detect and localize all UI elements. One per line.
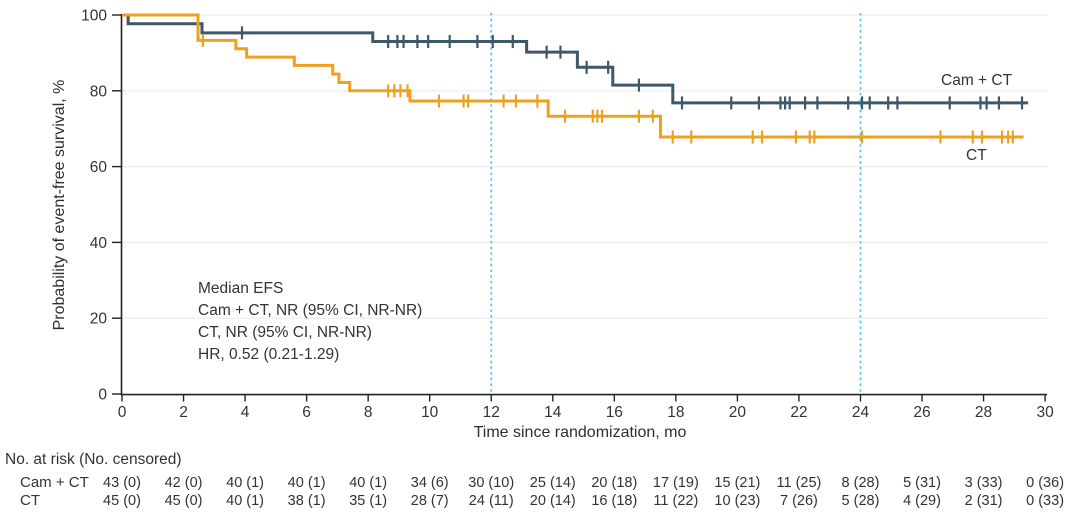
risk-value: 34 (6) bbox=[411, 475, 449, 491]
risk-value: 40 (1) bbox=[226, 493, 264, 509]
y-tick-label: 40 bbox=[90, 235, 108, 252]
median-efs-annotation: Median EFS Cam + CT, NR (95% CI, NR-NR) … bbox=[198, 280, 422, 363]
y-axis-title: Probability of event-free survival, % bbox=[51, 80, 68, 331]
risk-value: 45 (0) bbox=[165, 493, 203, 509]
survival-curves bbox=[122, 13, 1029, 144]
risk-value: 3 (33) bbox=[965, 475, 1003, 491]
risk-value: 11 (22) bbox=[653, 493, 698, 509]
risk-value: 24 (11) bbox=[469, 493, 514, 509]
risk-value: 5 (28) bbox=[842, 493, 880, 509]
x-tick-label: 22 bbox=[790, 404, 807, 421]
risk-value: 17 (19) bbox=[653, 475, 699, 491]
risk-table-header: No. at risk (No. censored) bbox=[5, 451, 182, 468]
risk-value: 5 (31) bbox=[903, 475, 941, 491]
x-tick-label: 28 bbox=[975, 404, 992, 421]
annotation-line-ct: CT, NR (95% CI, NR-NR) bbox=[198, 324, 372, 341]
risk-value: 40 (1) bbox=[226, 475, 264, 491]
risk-value: 10 (23) bbox=[714, 493, 760, 509]
risk-value: 43 (0) bbox=[103, 475, 141, 491]
series-label-ct: CT bbox=[966, 147, 987, 164]
risk-value: 20 (18) bbox=[591, 475, 637, 491]
risk-row-label-cam-ct: Cam + CT bbox=[20, 474, 89, 491]
x-tick-label: 16 bbox=[606, 404, 623, 421]
risk-value: 20 (14) bbox=[530, 493, 576, 509]
risk-value: 28 (7) bbox=[411, 493, 449, 509]
km-curve-cam-ct bbox=[122, 13, 1029, 105]
risk-value: 42 (0) bbox=[165, 475, 203, 491]
risk-value: 30 (10) bbox=[468, 475, 514, 491]
x-tick-label: 8 bbox=[364, 404, 373, 421]
risk-row-label-ct: CT bbox=[20, 492, 40, 509]
y-tick-label: 20 bbox=[90, 311, 108, 328]
annotation-line-cam-ct: Cam + CT, NR (95% CI, NR-NR) bbox=[198, 302, 422, 319]
risk-value: 0 (36) bbox=[1026, 475, 1064, 491]
x-tick-label: 20 bbox=[729, 404, 747, 421]
axes bbox=[112, 14, 1047, 402]
y-tick-label: 100 bbox=[81, 8, 107, 25]
x-tick-label: 0 bbox=[118, 404, 127, 421]
risk-table: No. at risk (No. censored) Cam + CT CT 4… bbox=[5, 451, 1064, 509]
km-curve-ct bbox=[122, 13, 1024, 139]
y-tick-label: 80 bbox=[90, 83, 108, 100]
gridlines bbox=[121, 14, 1047, 319]
risk-value: 11 (25) bbox=[777, 475, 822, 491]
x-tick-label: 26 bbox=[913, 404, 930, 421]
risk-value: 16 (18) bbox=[591, 493, 637, 509]
risk-value: 8 (28) bbox=[842, 475, 880, 491]
x-tick-label: 10 bbox=[421, 404, 439, 421]
x-tick-label: 18 bbox=[667, 404, 684, 421]
x-tick-label: 24 bbox=[852, 404, 870, 421]
risk-value: 0 (33) bbox=[1026, 493, 1064, 509]
risk-value: 38 (1) bbox=[288, 493, 326, 509]
x-tick-label: 30 bbox=[1036, 404, 1054, 421]
risk-value: 45 (0) bbox=[103, 493, 141, 509]
risk-value: 2 (31) bbox=[965, 493, 1003, 509]
annotation-line-median-efs: Median EFS bbox=[198, 280, 283, 297]
risk-value: 40 (1) bbox=[349, 475, 387, 491]
x-tick-label: 4 bbox=[241, 404, 250, 421]
series-label-cam-ct: Cam + CT bbox=[941, 72, 1013, 89]
x-tick-label: 12 bbox=[483, 404, 500, 421]
x-tick-label: 2 bbox=[179, 404, 188, 421]
reference-lines bbox=[490, 13, 862, 394]
y-tick-label: 0 bbox=[98, 387, 107, 404]
risk-value: 4 (29) bbox=[903, 493, 941, 509]
y-tick-label: 60 bbox=[90, 159, 108, 176]
risk-value: 25 (14) bbox=[530, 475, 576, 491]
risk-value: 7 (26) bbox=[780, 493, 818, 509]
x-tick-label: 14 bbox=[544, 404, 562, 421]
x-axis-title: Time since randomization, mo bbox=[474, 424, 687, 441]
risk-values: 43 (0) 42 (0) 40 (1) 40 (1) 40 (1) 34 (6) 30 (… bbox=[103, 475, 1064, 509]
x-tick-label: 6 bbox=[302, 404, 311, 421]
risk-value: 40 (1) bbox=[288, 475, 326, 491]
risk-value: 35 (1) bbox=[349, 493, 387, 509]
risk-value: 15 (21) bbox=[714, 475, 760, 491]
annotation-line-hr: HR, 0.52 (0.21-1.29) bbox=[198, 346, 339, 363]
